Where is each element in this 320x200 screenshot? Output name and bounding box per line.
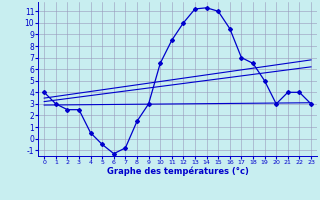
X-axis label: Graphe des températures (°c): Graphe des températures (°c) — [107, 167, 249, 176]
